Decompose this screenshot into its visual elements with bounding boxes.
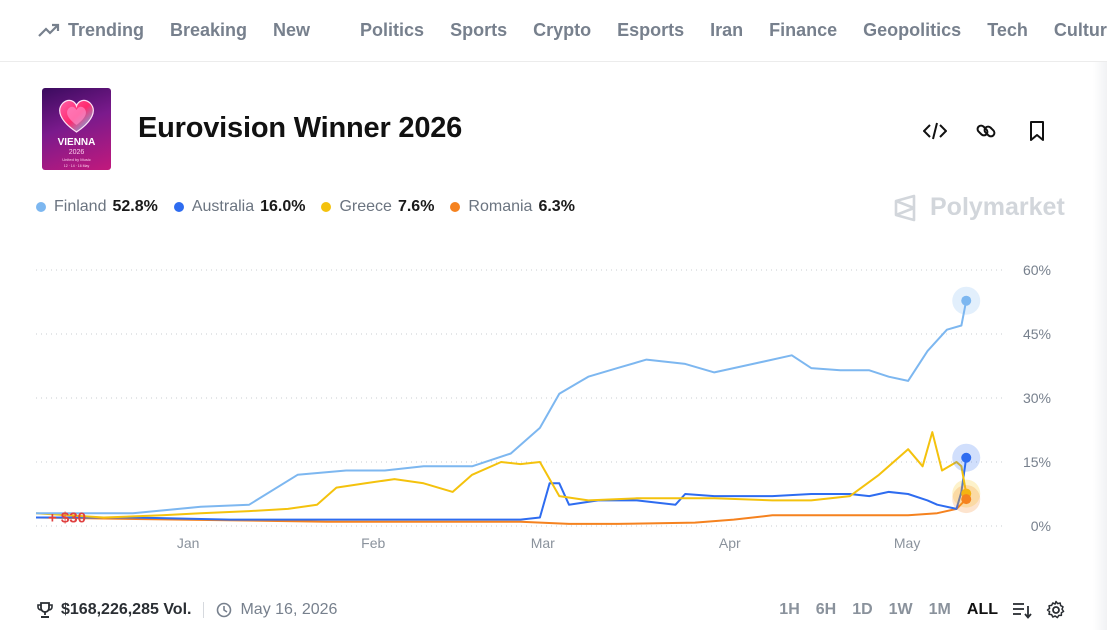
chart-footer: $168,226,285 Vol. May 16, 2026 1H 6H 1D … [36, 597, 1066, 623]
x-tick-label: May [894, 535, 920, 551]
legend-value: 16.0% [260, 198, 306, 215]
range-1d[interactable]: 1D [852, 601, 873, 618]
end-date-text: May 16, 2026 [240, 601, 338, 618]
x-tick-label: Feb [361, 535, 385, 551]
polymarket-watermark: Polymarket [892, 193, 1065, 222]
image-text-dates: 12 · 14 · 16 May [64, 164, 90, 168]
range-1h[interactable]: 1H [779, 601, 800, 618]
polymarket-logo-icon [894, 194, 916, 221]
time-range-selector: 1H 6H 1D 1W 1M ALL [763, 597, 1066, 623]
nav-esports[interactable]: Esports [617, 20, 685, 40]
gear-icon [1046, 600, 1065, 619]
nav-tech[interactable]: Tech [987, 20, 1028, 40]
code-icon [923, 122, 947, 140]
y-tick-label: 0% [1031, 518, 1051, 534]
chart-type-button[interactable] [1012, 601, 1032, 619]
image-text-slogan: United by Music [62, 157, 90, 162]
series-line-australia [36, 457, 968, 521]
series-line-greece [35, 431, 968, 519]
y-tick-label: 15% [1023, 454, 1051, 470]
price-chart[interactable]: 60% 45% 30% 15% 0% Jan Feb Mar Apr May + $30 [0, 250, 1107, 560]
x-tick-label: Jan [177, 535, 200, 551]
page-edge-shadow [1093, 62, 1107, 630]
legend-item-greece: Greece 7.6% [321, 198, 434, 216]
nav-sports[interactable]: Sports [450, 20, 508, 40]
legend-dot [173, 202, 184, 212]
series-line-finland [36, 300, 968, 515]
trophy-icon [37, 602, 53, 618]
bookmark-button[interactable] [1022, 116, 1052, 146]
legend-item-romania: Romania 6.3% [450, 198, 575, 216]
range-all[interactable]: ALL [966, 601, 998, 618]
nav-crypto[interactable]: Crypto [533, 20, 592, 40]
watermark-text: Polymarket [930, 193, 1065, 221]
nav-geopolitics[interactable]: Geopolitics [863, 20, 962, 40]
legend-item-finland: Finland 52.8% [36, 198, 158, 216]
clock-icon [217, 602, 232, 618]
image-text-vienna: VIENNA [58, 137, 96, 148]
volume-text: $168,226,285 Vol. [61, 601, 192, 618]
series-end-marker-finland [961, 295, 972, 306]
nav-breaking[interactable]: Breaking [170, 20, 248, 40]
market-title: Eurovision Winner 2026 [138, 112, 463, 144]
link-icon [976, 124, 996, 138]
nav-new[interactable]: New [273, 20, 311, 40]
y-tick-label: 45% [1023, 326, 1051, 342]
market-image: VIENNA 2026 United by Music 12 · 14 · 16… [42, 88, 111, 170]
series-line-romania [35, 498, 967, 525]
market-header: VIENNA 2026 United by Music 12 · 14 · 16… [42, 88, 1072, 170]
nav-trending-label: Trending [68, 20, 144, 40]
legend-value: 6.3% [538, 198, 575, 215]
nav-iran[interactable]: Iran [710, 20, 744, 40]
x-tick-label: Apr [719, 535, 741, 551]
bookmark-icon [1030, 121, 1044, 141]
volume-info: $168,226,285 Vol. [36, 601, 191, 619]
y-tick-label: 30% [1023, 390, 1051, 406]
range-1w[interactable]: 1W [888, 601, 913, 618]
legend-dot [321, 202, 332, 212]
copy-link-button[interactable] [971, 116, 1001, 146]
legend-value: 52.8% [112, 198, 158, 215]
trade-annotation: + $30 [48, 509, 86, 526]
top-navigation: Trending Breaking New Politics Sports Cr… [0, 0, 1107, 62]
chart-legend: Finland 52.8% Australia 16.0% Greece 7.6… [36, 198, 591, 216]
sort-lines-icon [1013, 603, 1032, 619]
settings-button[interactable] [1046, 600, 1066, 620]
legend-name: Finland [54, 198, 107, 215]
legend-name: Greece [339, 198, 392, 215]
legend-item-australia: Australia 16.0% [173, 198, 306, 216]
embed-button[interactable] [920, 116, 950, 146]
nav-politics[interactable]: Politics [360, 20, 425, 40]
legend-value: 7.6% [397, 198, 435, 215]
trending-up-icon [38, 23, 60, 37]
nav-culture[interactable]: Culture [1053, 20, 1107, 40]
legend-dot [36, 202, 46, 212]
footer-divider [203, 602, 205, 618]
range-1m[interactable]: 1M [928, 601, 951, 618]
x-tick-label: Mar [531, 535, 555, 551]
legend-name: Romania [468, 198, 533, 215]
legend-dot [450, 202, 461, 212]
nav-finance[interactable]: Finance [769, 20, 838, 40]
legend-name: Australia [191, 198, 255, 215]
end-date: May 16, 2026 [216, 601, 337, 619]
eurovision-logo: VIENNA 2026 United by Music 12 · 14 · 16… [58, 99, 96, 168]
range-6h[interactable]: 6H [815, 601, 837, 618]
nav-trending[interactable]: Trending [38, 20, 144, 41]
y-tick-label: 60% [1023, 262, 1051, 278]
series-end-marker-romania [961, 494, 972, 505]
image-text-year: 2026 [69, 149, 85, 156]
series-end-marker-australia [961, 452, 972, 463]
